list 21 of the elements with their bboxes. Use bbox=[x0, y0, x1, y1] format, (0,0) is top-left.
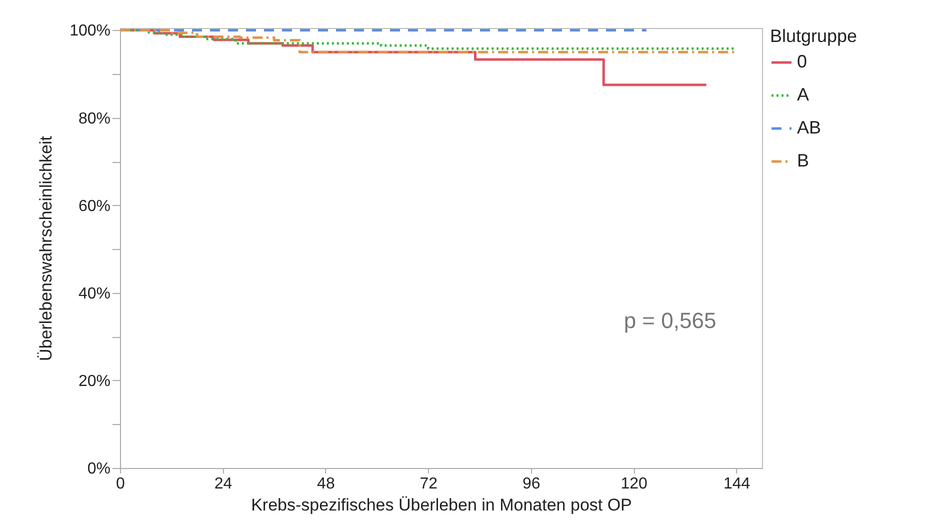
y-tick-label: 100% bbox=[70, 22, 110, 40]
y-tick-label: 0% bbox=[87, 460, 110, 478]
x-tick-label: 144 bbox=[723, 476, 750, 492]
x-tick-label: 120 bbox=[620, 476, 648, 492]
x-tick-label: 24 bbox=[214, 476, 232, 492]
legend-label: A bbox=[797, 84, 810, 104]
legend-label: 0 bbox=[797, 52, 808, 72]
y-tick-label: 80% bbox=[78, 110, 110, 128]
x-axis-title: Krebs-spezifisches Überleben in Monaten post OP bbox=[251, 496, 632, 514]
y-tick-label: 40% bbox=[78, 285, 110, 302]
x-tick-label: 96 bbox=[522, 476, 540, 492]
legend-label: AB bbox=[797, 118, 822, 138]
legend-label: B bbox=[797, 150, 810, 170]
y-tick-label: 60% bbox=[78, 198, 110, 215]
x-tick-label: 0 bbox=[116, 476, 126, 492]
x-tick-label: 72 bbox=[420, 476, 438, 492]
x-tick-label: 48 bbox=[317, 476, 335, 492]
y-axis-title: Überlebenswahrscheinlichkeit bbox=[36, 136, 56, 361]
legend-title: Blutgruppe bbox=[770, 26, 858, 46]
annotation: p = 0,565 bbox=[624, 308, 716, 333]
y-tick-label: 20% bbox=[78, 372, 110, 390]
